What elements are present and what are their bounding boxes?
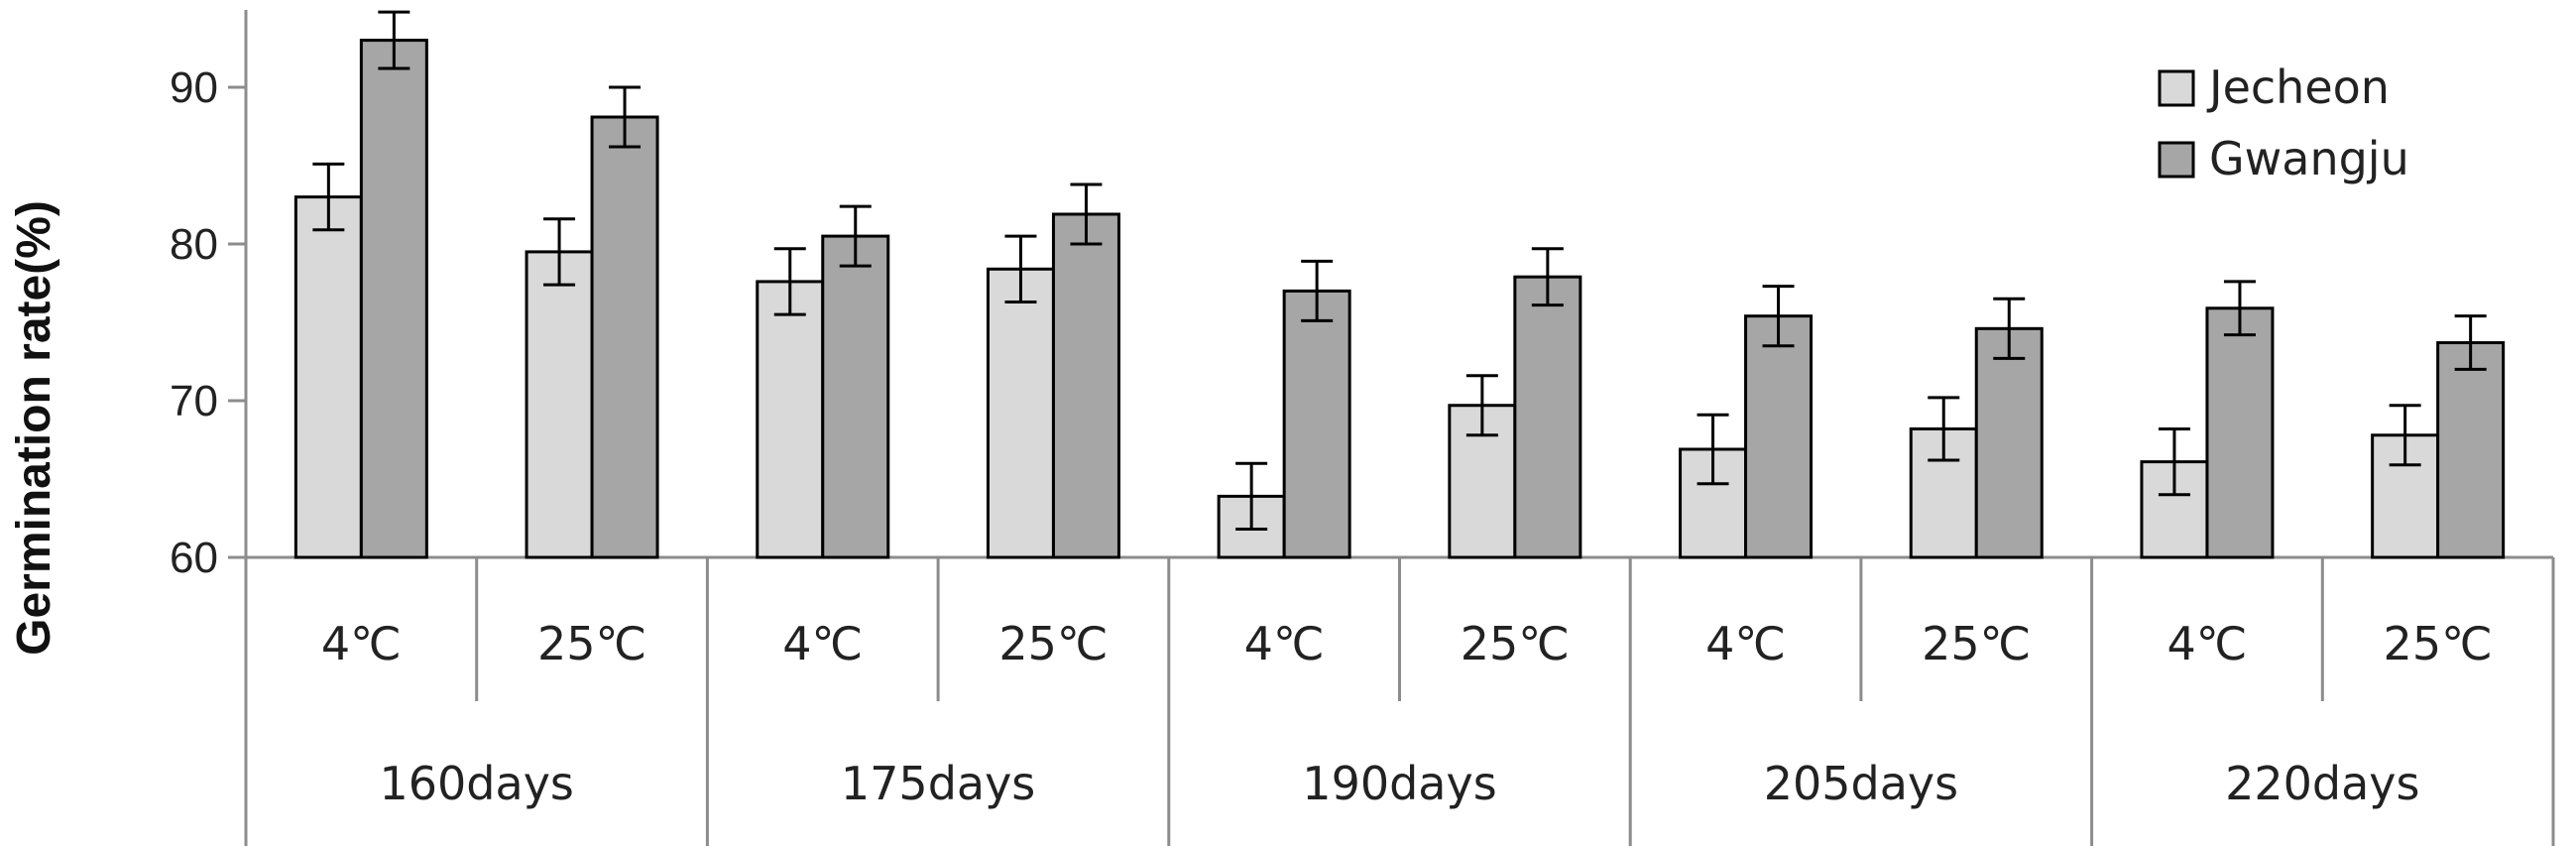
bar-gwangju: [1744, 314, 1814, 559]
y-tick-label: 90: [170, 63, 218, 112]
legend-swatch-jecheon: [2158, 69, 2195, 107]
bar-jecheon: [986, 267, 1055, 559]
legend-swatch-gwangju: [2158, 141, 2195, 179]
category-label: 4℃: [321, 617, 402, 670]
bar-jecheon: [293, 195, 363, 559]
y-tick-label: 60: [170, 534, 218, 582]
category-label: 25℃: [537, 617, 646, 670]
group-label: 220days: [2225, 757, 2419, 810]
bar-gwangju: [1051, 212, 1120, 559]
category-label: 4℃: [1244, 617, 1325, 670]
bar-gwangju: [590, 115, 659, 559]
category-label: 4℃: [782, 617, 863, 670]
bar-gwangju: [821, 234, 890, 559]
bar-gwangju: [1282, 289, 1351, 559]
category-label: 4℃: [2166, 617, 2247, 670]
bar-gwangju: [1513, 275, 1582, 559]
category-label: 4℃: [1705, 617, 1786, 670]
legend-label-jecheon: Jecheon: [2206, 60, 2390, 114]
group-label: 175days: [841, 757, 1035, 810]
group-label: 190days: [1302, 757, 1496, 810]
legend-label-gwangju: Gwangju: [2209, 132, 2409, 185]
group-label: 160days: [380, 757, 574, 810]
bar-jecheon: [525, 250, 594, 559]
bar-gwangju: [359, 39, 428, 559]
bar-gwangju: [2205, 306, 2275, 559]
category-label: 25℃: [1922, 617, 2031, 670]
y-axis-label: Germination rate(%): [8, 200, 60, 656]
y-tick-label: 70: [170, 377, 218, 425]
category-label: 25℃: [2384, 617, 2493, 670]
y-tick-label: 80: [170, 220, 218, 269]
category-label: 25℃: [1461, 617, 1570, 670]
bar-gwangju: [1974, 326, 2044, 559]
group-label: 205days: [1764, 757, 1958, 810]
bar-jecheon: [756, 280, 825, 559]
category-label: 25℃: [998, 617, 1108, 670]
bar-gwangju: [2436, 341, 2506, 559]
